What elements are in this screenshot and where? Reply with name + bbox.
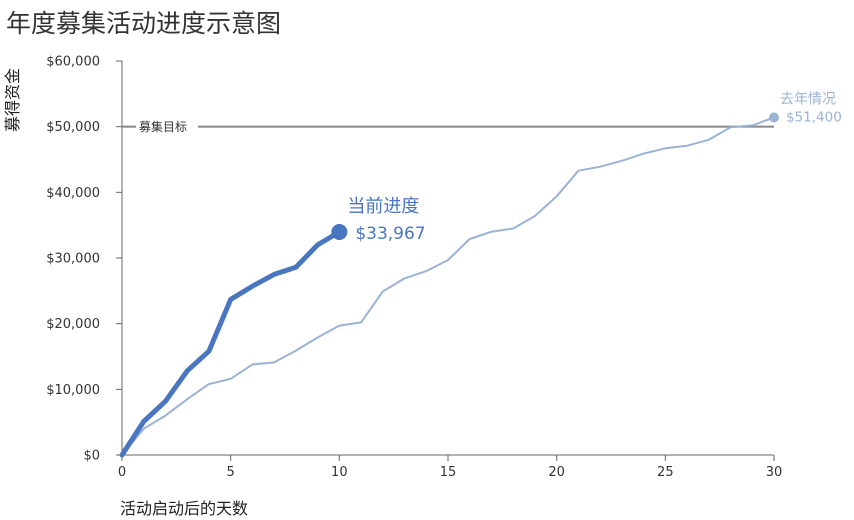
- y-tick-label: $0: [83, 449, 100, 464]
- x-tick-label: 0: [118, 465, 126, 480]
- target-label: 募集目标: [139, 119, 187, 134]
- target-layer: 募集目标: [122, 119, 774, 134]
- x-tick-label: 20: [548, 465, 565, 480]
- current-end-value: $33,967: [355, 224, 425, 244]
- x-tick-label: 30: [766, 465, 783, 480]
- x-axis-label: 活动启动后的天数: [120, 499, 248, 518]
- chart-title: 年度募集活动进度示意图: [6, 9, 282, 38]
- series-layer: 去年情况 $51,400 当前进度 $33,967: [119, 91, 842, 458]
- y-tick-label: $20,000: [46, 317, 100, 332]
- current-series-name: 当前进度: [347, 196, 419, 217]
- x-tick-label: 15: [440, 465, 457, 480]
- x-tick-label: 10: [331, 465, 348, 480]
- x-tick-label: 5: [227, 465, 235, 480]
- current-series-end-point: [331, 223, 348, 240]
- y-tick-label: $30,000: [46, 252, 100, 267]
- y-tick-label: $10,000: [46, 383, 100, 398]
- y-tick-label: $60,000: [46, 55, 100, 70]
- x-tick-label: 25: [657, 465, 674, 480]
- last-year-series-end-point: [769, 112, 779, 123]
- y-tick-label: $50,000: [46, 120, 100, 135]
- last-year-series-name: 去年情况: [780, 91, 836, 107]
- axes: $0 $10,000 $20,000 $30,000 $40,000 $50,000 $60…: [46, 55, 782, 481]
- y-axis-label: 募得资金: [3, 68, 22, 132]
- last-year-series-line: [121, 116, 775, 456]
- current-series-line: [119, 229, 342, 458]
- y-tick-label: $40,000: [46, 186, 100, 201]
- last-year-end-value: $51,400: [786, 109, 842, 125]
